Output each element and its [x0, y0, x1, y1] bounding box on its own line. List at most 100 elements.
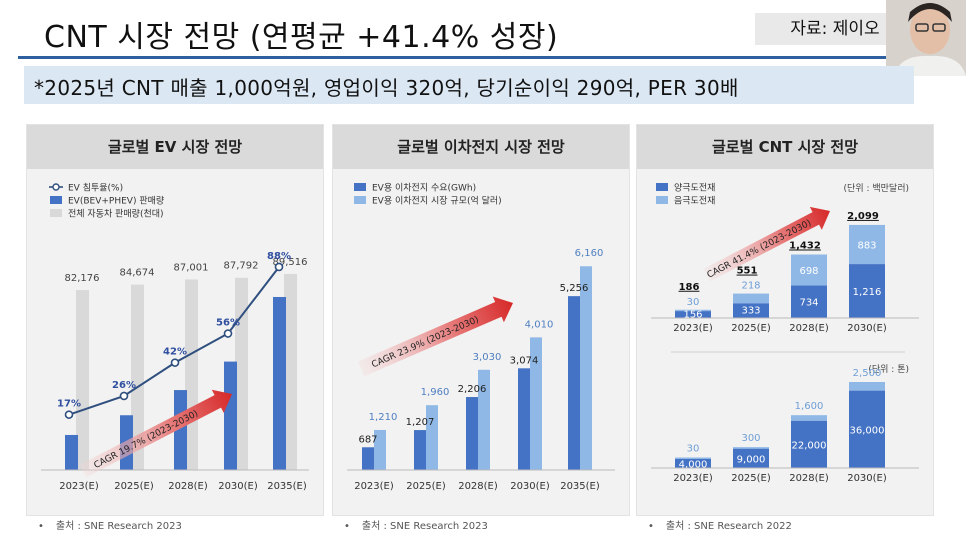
subtitle-text: *2025년 CNT 매출 1,000억원, 영업이익 320억, 당기순이익 …: [34, 76, 739, 100]
market-size-label: 3,030: [473, 352, 502, 363]
total-label: 186: [679, 282, 700, 293]
cathode-label: 1,216: [853, 287, 882, 298]
total-label: 1,432: [789, 240, 821, 251]
market-size-label: 6,160: [575, 248, 604, 259]
ev-cagr-arrow: CAGR 19.7% (2023-2030): [79, 389, 232, 478]
market-size-label: 1,960: [421, 387, 450, 398]
x-tick-label: 2030(E): [218, 481, 258, 492]
volume-top-bar: [849, 382, 885, 391]
legend-market-swatch: [354, 196, 366, 204]
penetration-point: [274, 262, 284, 272]
battery-market-panel: 글로벌 이차전지 시장 전망 EV용 이차전지 수요(GWh) EV용 이차전지 …: [332, 124, 630, 516]
penetration-point: [170, 358, 180, 367]
battery-market-chart: EV용 이차전지 수요(GWh)EV용 이차전지 시장 규모(억 달러) CAGR…: [347, 182, 615, 492]
legend-label-1: 음극도전재: [674, 196, 715, 207]
total-sales-bar: [284, 273, 297, 470]
x-tick-label: 2023(E): [59, 481, 99, 492]
ev-sales-bar: [65, 434, 78, 470]
ev-market-panel: 글로벌 EV 시장 전망 EV 침투율(%) EV(BEV+PHEV) 판매량 전체…: [26, 124, 324, 516]
x-tick-label-bottom: 2023(E): [673, 473, 713, 484]
anode-bar: [791, 254, 827, 286]
demand-bar: [362, 447, 374, 470]
cnt-footnote-text: 출처 : SNE Research 2022: [665, 521, 792, 532]
penetration-label: 42%: [163, 347, 187, 358]
penetration-point: [223, 329, 233, 338]
x-tick-label-top: 2028(E): [789, 323, 829, 334]
anode-label: 883: [857, 240, 876, 251]
demand-bar: [568, 296, 580, 470]
penetration-label: 26%: [112, 380, 136, 391]
volume-label: 22,000: [792, 440, 827, 451]
volume-top-label: 2,500: [853, 368, 882, 379]
total-sales-label: 82,176: [65, 273, 100, 284]
cnt-footnote: • 출처 : SNE Research 2022: [648, 521, 792, 532]
total-sales-label: 89,516: [273, 257, 308, 268]
anode-bar: [675, 309, 711, 312]
legend-cathode-swatch: [656, 183, 668, 191]
legend-line-marker: [52, 183, 60, 191]
x-tick-label: 2025(E): [114, 481, 154, 492]
market-size-label: 4,010: [525, 319, 554, 330]
demand-bar: [414, 430, 426, 470]
x-tick-label: 2028(E): [458, 481, 498, 492]
text-cursor-icon: I: [537, 36, 542, 52]
market-size-bar: [580, 266, 592, 470]
title-rule: [18, 56, 923, 59]
cathode-bar: [791, 285, 827, 318]
unit-label-top: (단위 : 백만달러): [844, 182, 909, 194]
subtitle-box: *2025년 CNT 매출 1,000억원, 영업이익 320억, 당기순이익 …: [24, 66, 914, 104]
ev-chart-title: 글로벌 EV 시장 전망: [27, 125, 323, 169]
volume-top-label: 30: [687, 444, 700, 455]
x-tick-label: 2035(E): [560, 481, 600, 492]
total-sales-label: 87,792: [224, 261, 259, 272]
volume-top-label: 1,600: [795, 401, 824, 412]
total-label: 551: [737, 266, 758, 277]
ev-footnote-text: 출처 : SNE Research 2023: [55, 521, 182, 532]
market-size-bar: [426, 405, 438, 470]
legend-label-1: EV용 이차전지 시장 규모(억 달러): [372, 195, 502, 207]
penetration-label: 17%: [57, 399, 81, 410]
battery-chart-title: 글로벌 이차전지 시장 전망: [333, 125, 629, 169]
x-tick-label: 2025(E): [406, 481, 446, 492]
legend-label-0: EV용 이차전지 수요(GWh): [372, 182, 476, 194]
demand-label: 5,256: [560, 283, 589, 294]
x-tick-label: 2035(E): [267, 481, 307, 492]
anode-label: 30: [687, 297, 700, 308]
market-size-bar: [530, 337, 542, 470]
legend-label-0: EV 침투율(%): [68, 183, 123, 194]
penetration-point: [119, 391, 129, 401]
legend-label-1: EV(BEV+PHEV) 판매량: [68, 195, 164, 207]
market-size-label: 1,210: [369, 412, 398, 423]
market-size-bar: [374, 429, 386, 470]
cathode-bar: [675, 311, 711, 318]
legend-ev-swatch: [50, 196, 62, 204]
x-tick-label-bottom: 2030(E): [847, 473, 887, 484]
demand-bar: [518, 368, 530, 470]
battery-cagr-arrow-shape: [357, 296, 514, 377]
total-sales-bar: [235, 277, 248, 470]
x-tick-label: 2030(E): [510, 481, 550, 492]
ev-cagr-arrow-shape: [79, 389, 232, 478]
volume-top-bar: [675, 457, 711, 459]
cathode-label: 156: [683, 310, 702, 321]
cnt-market-panel: 글로벌 CNT 시장 전망 양극도전재 음극도전재 (단위 : 백만달러) CAGR …: [636, 124, 934, 516]
ev-sales-bar: [224, 361, 237, 470]
anode-bar: [849, 224, 885, 265]
demand-label: 687: [358, 434, 377, 445]
penetration-label: 88%: [267, 251, 291, 262]
volume-label: 4,000: [679, 460, 708, 471]
volume-label: 36,000: [850, 425, 885, 436]
demand-bar: [466, 397, 478, 470]
total-sales-bar: [76, 290, 89, 470]
page-title: CNT 시장 전망 (연평균 +41.4% 성장): [44, 20, 559, 55]
battery-cagr-arrow-label: CAGR 23.9% (2023-2030): [370, 315, 480, 370]
market-size-bar: [478, 369, 490, 470]
volume-bar: [791, 420, 827, 468]
volume-top-label: 300: [741, 433, 760, 444]
anode-bar: [733, 293, 769, 304]
volume-top-bar: [733, 447, 769, 449]
webcam-overlay: [886, 0, 966, 76]
battery-cagr-arrow: CAGR 23.9% (2023-2030): [357, 296, 514, 377]
cathode-label: 734: [799, 298, 818, 309]
